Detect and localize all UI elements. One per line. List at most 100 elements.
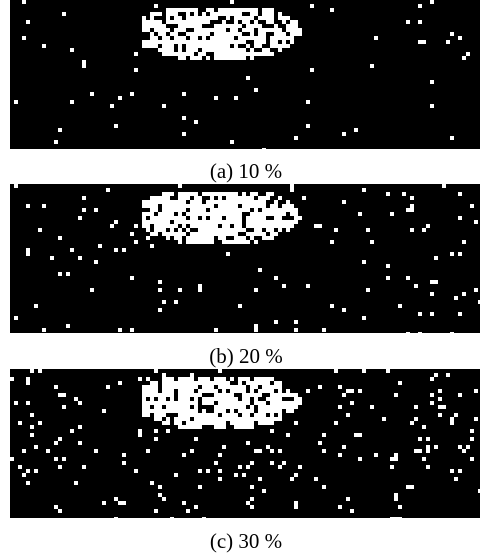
pixel: [226, 24, 230, 28]
pixel: [190, 389, 194, 393]
pixel: [162, 397, 166, 401]
pixel: [282, 212, 286, 216]
pixel: [150, 12, 154, 16]
pixel: [186, 413, 190, 417]
pixel: [230, 401, 234, 405]
pixel: [278, 212, 282, 216]
pixel: [158, 417, 162, 421]
pixel: [286, 433, 290, 437]
pixel: [230, 140, 234, 144]
pixel: [222, 381, 226, 385]
pixel: [246, 52, 250, 56]
pixel: [250, 220, 254, 224]
pixel: [274, 232, 278, 236]
pixel: [42, 204, 46, 208]
pixel: [162, 389, 166, 393]
pixel: [394, 453, 398, 457]
pixel: [142, 20, 146, 24]
pixel: [218, 208, 222, 212]
pixel: [170, 232, 174, 236]
pixel: [218, 469, 222, 473]
pixel: [158, 28, 162, 32]
pixel: [186, 32, 190, 36]
pixel: [290, 184, 294, 188]
pixel: [262, 381, 266, 385]
pixel: [162, 224, 166, 228]
pixel: [262, 401, 266, 405]
pixel: [174, 204, 178, 208]
pixel: [18, 465, 22, 469]
pixel: [226, 48, 230, 52]
pixel: [394, 493, 398, 497]
pixel: [422, 457, 426, 461]
pixel: [190, 56, 194, 60]
pixel: [382, 417, 386, 421]
pixel: [274, 220, 278, 224]
pixel: [158, 413, 162, 417]
pixel: [246, 413, 250, 417]
pixel: [406, 276, 410, 280]
pixel: [182, 453, 186, 457]
pixel: [278, 413, 282, 417]
pixel: [190, 24, 194, 28]
pixel: [250, 28, 254, 32]
pixel: [150, 36, 154, 40]
pixel: [226, 192, 230, 196]
pixel: [134, 52, 138, 56]
pixel: [254, 52, 258, 56]
pixel: [282, 461, 286, 465]
pixel: [186, 240, 190, 244]
pixel: [178, 236, 182, 240]
pixel: [246, 20, 250, 24]
pixel: [282, 44, 286, 48]
pixel: [186, 12, 190, 16]
pixel: [190, 240, 194, 244]
pixel: [210, 212, 214, 216]
pixel: [262, 216, 266, 220]
pixel: [214, 16, 218, 20]
pixel: [270, 52, 274, 56]
pixel: [258, 401, 262, 405]
pixel: [202, 517, 206, 521]
pixel: [426, 465, 430, 469]
pixel: [166, 224, 170, 228]
pixel: [426, 449, 430, 453]
pixel: [458, 445, 462, 449]
pixel: [282, 20, 286, 24]
pixel: [214, 200, 218, 204]
pixel: [290, 477, 294, 481]
pixel: [310, 68, 314, 72]
pixel: [206, 200, 210, 204]
pixel: [222, 236, 226, 240]
pixel: [218, 56, 222, 60]
pixel: [194, 8, 198, 12]
pixel: [258, 393, 262, 397]
pixel: [162, 40, 166, 44]
pixel: [186, 20, 190, 24]
pixel: [210, 421, 214, 425]
pixel: [250, 216, 254, 220]
pixel: [390, 517, 394, 521]
pixel: [158, 493, 162, 497]
pixel: [198, 220, 202, 224]
pixel: [122, 453, 126, 457]
pixel: [170, 208, 174, 212]
pixel: [230, 216, 234, 220]
pixel: [182, 220, 186, 224]
pixel: [182, 208, 186, 212]
pixel: [166, 208, 170, 212]
pixel: [210, 232, 214, 236]
pixel: [274, 44, 278, 48]
pixel: [270, 389, 274, 393]
pixel: [170, 401, 174, 405]
pixel: [142, 24, 146, 28]
pixel: [146, 236, 150, 240]
pixel: [270, 8, 274, 12]
pixel: [370, 405, 374, 409]
pixel: [182, 116, 186, 120]
pixel: [266, 421, 270, 425]
pixel: [178, 409, 182, 413]
pixel: [106, 385, 110, 389]
pixel: [278, 389, 282, 393]
pixel: [250, 56, 254, 60]
